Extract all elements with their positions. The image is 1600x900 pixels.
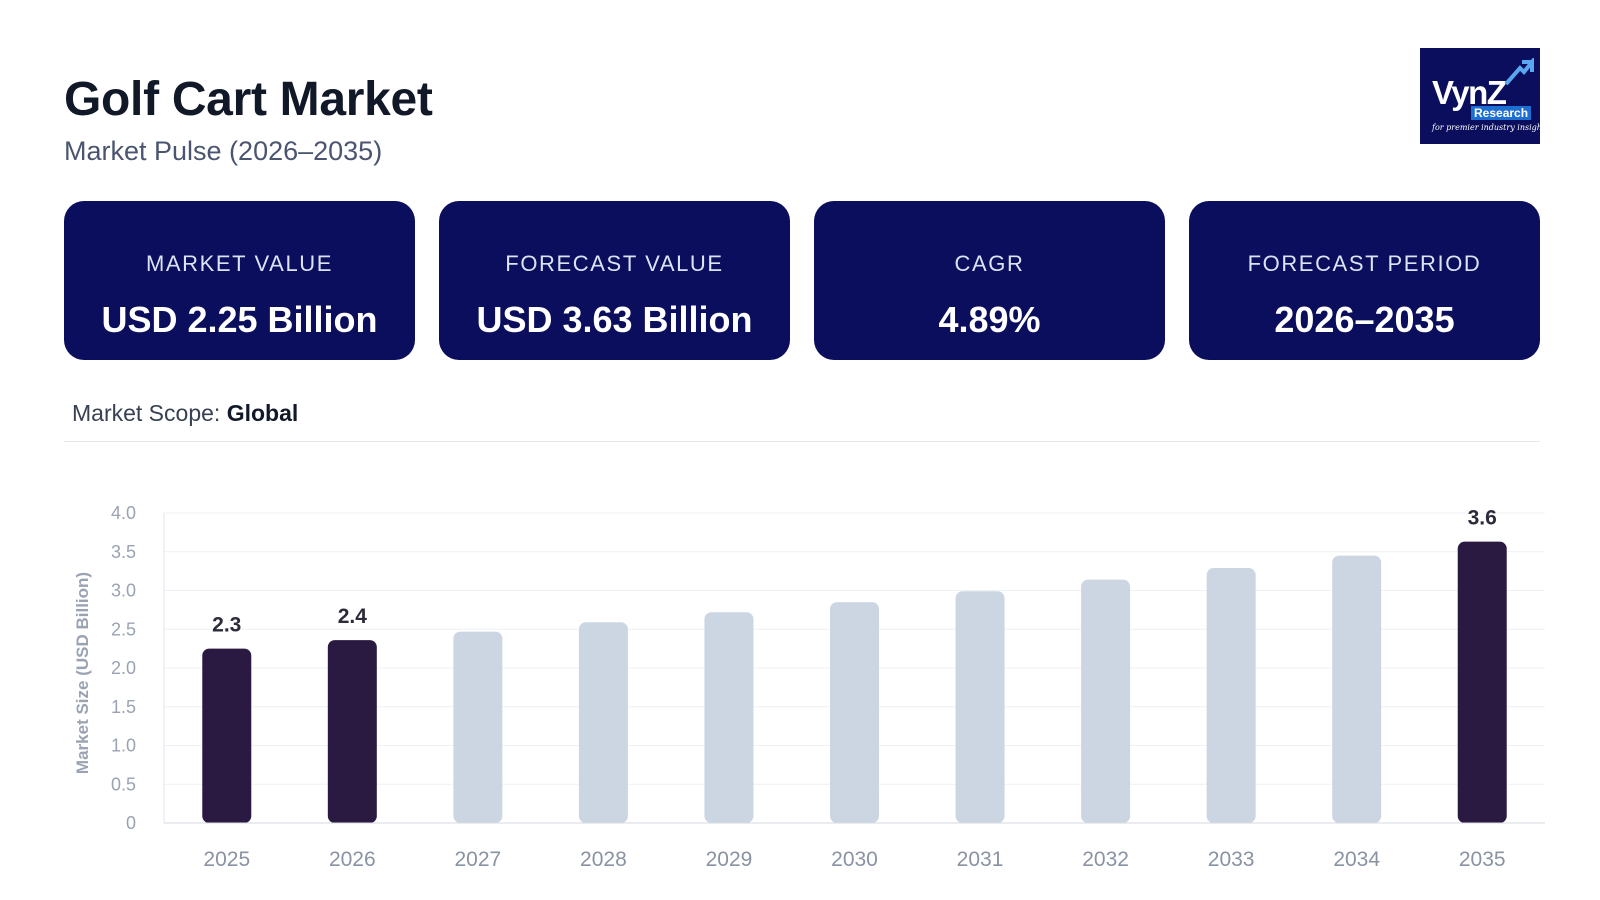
- bar-2035: [1457, 541, 1507, 823]
- bar-2029: [704, 612, 754, 823]
- y-tick-label: 2.0: [111, 658, 136, 678]
- data-label: 2.4: [338, 605, 368, 628]
- x-tick-label: 2031: [957, 848, 1004, 871]
- bar-2027: [453, 631, 503, 823]
- market-scope: Market Scope: Global: [72, 400, 298, 427]
- x-tick-label: 2026: [329, 848, 376, 871]
- card-value: USD 3.63 Billion: [476, 299, 753, 340]
- market-scope-value: Global: [226, 400, 299, 426]
- y-axis-label: Market Size (USD Billion): [73, 572, 92, 774]
- card-value: 2026–2035: [1274, 299, 1455, 340]
- x-tick-label: 2034: [1333, 848, 1380, 871]
- market-scope-label: Market Scope:: [72, 400, 221, 426]
- logo-research-badge: Research: [1471, 106, 1532, 120]
- data-label: 3.6: [1468, 507, 1497, 530]
- bar-2030: [830, 602, 879, 823]
- bar-2026: [327, 640, 377, 823]
- y-tick-label: 0: [126, 813, 136, 833]
- kpi-cards: MARKET VALUE USD 2.25 Billion FORECAST V…: [64, 201, 1540, 360]
- x-tick-label: 2035: [1459, 848, 1506, 871]
- bar-2033: [1206, 568, 1256, 823]
- card-label: CAGR: [954, 251, 1025, 276]
- forecast-period-card: FORECAST PERIOD 2026–2035: [1189, 201, 1540, 360]
- section-divider: [64, 441, 1540, 442]
- x-tick-label: 2027: [455, 848, 502, 871]
- card-label: FORECAST VALUE: [505, 251, 724, 276]
- x-tick-label: 2032: [1082, 848, 1129, 871]
- market-value-card: MARKET VALUE USD 2.25 Billion: [64, 201, 415, 360]
- card-value: 4.89%: [938, 299, 1041, 340]
- card-label: FORECAST PERIOD: [1247, 251, 1482, 276]
- forecast-value-card: FORECAST VALUE USD 3.63 Billion: [439, 201, 790, 360]
- market-size-bar-chart: 0 0.5 1.0 1.5 2.0 2.5 3.0 3.5 4.0 Market Size (US…: [73, 503, 1545, 871]
- cagr-card: CAGR 4.89%: [814, 201, 1165, 360]
- bar-2028: [578, 622, 628, 823]
- y-tick-label: 3.0: [111, 581, 136, 601]
- x-tick-label: 2029: [706, 848, 753, 871]
- x-tick-label: 2028: [580, 848, 627, 871]
- y-tick-label: 0.5: [111, 774, 136, 794]
- y-tick-label: 3.5: [111, 542, 136, 562]
- data-label: 2.3: [212, 614, 241, 637]
- bar-2025: [202, 648, 252, 823]
- x-tick-label: 2033: [1208, 848, 1255, 871]
- bar-2032: [1081, 579, 1131, 823]
- x-tick-label: 2030: [831, 848, 878, 871]
- card-value: USD 2.25 Billion: [101, 299, 378, 340]
- logo-wordmark: VynZ: [1432, 74, 1507, 111]
- bar-2034: [1332, 555, 1382, 823]
- y-tick-label: 1.5: [111, 697, 136, 717]
- y-tick-label: 4.0: [111, 503, 136, 523]
- logo-tagline: for premier industry insights: [1432, 123, 1550, 132]
- bar-2031: [955, 591, 1005, 823]
- arrow-icon: [1504, 58, 1534, 86]
- y-tick-label: 2.5: [111, 619, 136, 639]
- page-title: Golf Cart Market: [64, 73, 433, 126]
- x-tick-label: 2025: [203, 848, 250, 871]
- y-tick-label: 1.0: [111, 736, 136, 756]
- page-subtitle: Market Pulse (2026–2035): [64, 136, 383, 166]
- card-label: MARKET VALUE: [145, 251, 334, 276]
- vynz-research-logo: VynZ Research for premier industry insig…: [1420, 48, 1549, 144]
